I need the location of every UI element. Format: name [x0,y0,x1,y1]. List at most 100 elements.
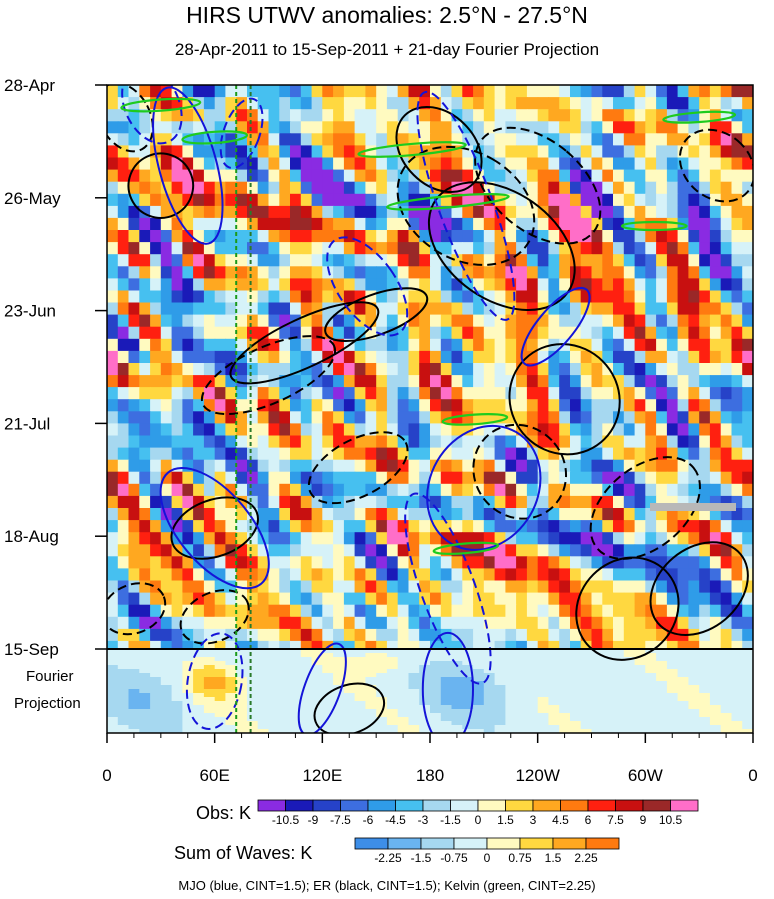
heatmap-cell [419,363,431,376]
heatmap-cell [430,435,442,449]
heatmap-cell [709,544,722,557]
heatmap-cell [731,97,743,110]
heatmap-cell [419,471,431,485]
heatmap-cell [150,266,162,279]
heatmap-cell [386,532,399,545]
projection-cell [451,685,463,690]
heatmap-cell [268,133,280,146]
heatmap-cell [742,471,753,485]
heatmap-cell [526,145,539,159]
projection-cell [247,717,259,722]
heatmap-cell [634,350,646,364]
projection-cell [333,725,345,730]
heatmap-cell [225,471,237,485]
heatmap-cell [386,302,399,316]
projection-cell [343,673,356,678]
colorbar-tick-label: -1.5 [411,851,432,865]
projection-cell [430,685,442,690]
heatmap-cell [505,495,517,509]
heatmap-cell [526,459,539,473]
projection-cell [203,657,216,662]
heatmap-cell [505,85,517,98]
heatmap-cell [570,217,582,231]
heatmap-cell [559,592,571,606]
projection-cell [709,673,722,678]
projection-cell [462,713,474,718]
mjo-contour [152,86,224,245]
heatmap-cell [570,628,582,642]
projection-cell [720,649,733,654]
heatmap-cell [408,230,420,243]
heatmap-cell [139,556,151,569]
heatmap-cell [117,302,130,316]
heatmap-cell [225,254,237,267]
heatmap-cell [279,181,291,195]
heatmap-cell [731,121,743,134]
er-contour [170,496,259,560]
heatmap-cell [688,568,700,582]
heatmap-cell [268,580,280,594]
heatmap-cell [483,169,496,183]
heatmap-cell [440,242,453,255]
heatmap-cell [526,375,539,388]
heatmap-cell [613,193,625,207]
heatmap-cell [225,411,237,424]
heatmap-cell [720,447,733,461]
heatmap-cell [128,375,140,388]
heatmap-cell [343,604,356,618]
heatmap-cell [570,242,582,255]
heatmap-cell [225,556,237,569]
heatmap-cell [645,387,657,400]
heatmap-cell [419,97,431,110]
heatmap-cell [408,604,420,618]
heatmap-cell [160,314,173,328]
heatmap-cell [699,411,711,424]
heatmap-cell [386,97,399,110]
projection-cell [494,697,506,702]
projection-cell [602,717,614,722]
heatmap-cell [623,568,636,582]
heatmap-cell [203,435,216,449]
projection-cell [214,693,227,698]
projection-cell [720,697,733,702]
heatmap-cell [709,423,722,437]
heatmap-cell [613,375,625,388]
projection-cell [397,725,410,730]
projection-cell [526,721,539,726]
heatmap-cell [397,133,410,146]
projection-cell [742,721,753,726]
projection-cell [107,677,119,682]
heatmap-cell [268,508,280,521]
heatmap-cell [107,230,119,243]
projection-cell [193,653,205,658]
heatmap-cell [516,133,528,146]
projection-cell [408,713,420,718]
heatmap-cell [354,399,366,412]
heatmap-cell [666,471,679,485]
projection-cell [117,729,130,733]
heatmap-cell [451,121,463,134]
heatmap-cell [408,592,420,606]
projection-cell [236,729,248,733]
heatmap-cell [247,459,259,473]
projection-cell [451,653,463,658]
heatmap-cell [688,205,700,219]
heatmap-cell [602,447,614,461]
projection-cell [451,725,463,730]
heatmap-cell [483,145,496,159]
heatmap-cell [354,121,366,134]
heatmap-cell [290,447,302,461]
heatmap-cell [688,338,700,352]
projection-cell [171,709,183,714]
heatmap-cell [570,85,582,98]
heatmap-cell [300,532,313,545]
heatmap-cell [645,375,657,388]
heatmap-cell [376,459,388,473]
heatmap-cell [386,109,399,122]
heatmap-cell [430,423,442,437]
heatmap-cell [236,375,248,388]
projection-cell [365,685,377,690]
heatmap-cell [182,205,194,219]
projection-cell [634,689,646,694]
projection-cell [559,713,571,718]
